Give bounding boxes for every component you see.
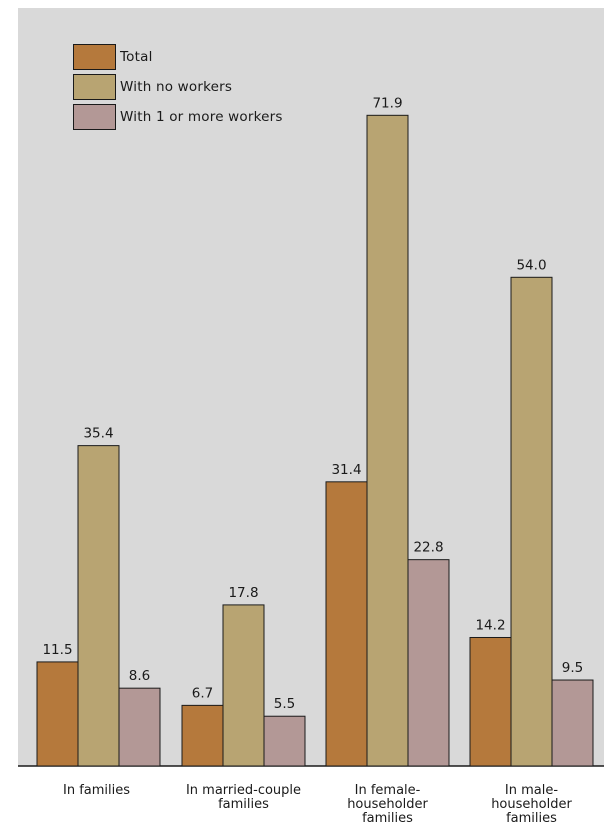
value-label-with-workers-2: 5.5	[274, 696, 295, 712]
legend-swatch-with-workers	[73, 104, 116, 130]
value-label-with-workers-1: 8.6	[129, 668, 150, 684]
category-label-3: In female-householder families	[347, 783, 428, 826]
legend-label-no-workers: With no workers	[120, 79, 233, 95]
bars-group	[36, 114, 594, 767]
bar-with-workers-3	[407, 559, 450, 767]
value-label-with-workers-4: 9.5	[562, 660, 583, 676]
bar-with-workers-2	[263, 715, 306, 767]
category-labels-group: In families In married-couple families In f…	[63, 783, 572, 826]
value-label-total-1: 11.5	[42, 642, 72, 658]
value-label-no-workers-3: 71.9	[372, 95, 402, 111]
bar-with-workers-1	[118, 687, 161, 767]
value-label-with-workers-3: 22.8	[413, 540, 443, 556]
legend-swatch-total	[73, 44, 116, 70]
value-label-total-4: 14.2	[475, 617, 505, 633]
legend-swatch-no-workers	[73, 74, 116, 100]
category-label-1: In families	[63, 783, 130, 798]
value-label-total-3: 31.4	[331, 462, 361, 478]
legend-label-total: Total	[120, 49, 153, 65]
bar-no-workers-1	[77, 445, 120, 767]
bar-no-workers-2	[222, 604, 265, 767]
bar-total-2	[181, 704, 224, 767]
category-label-2: In married-couple families	[186, 783, 301, 812]
value-label-no-workers-4: 54.0	[516, 257, 546, 273]
bar-with-workers-4	[551, 679, 594, 767]
value-label-total-2: 6.7	[192, 685, 213, 701]
bar-total-1	[36, 661, 79, 767]
value-labels-group: 11.5 35.4 8.6 6.7 17.8 5.5 31.4 71.9 22.8 14.2 54.…	[42, 95, 583, 712]
value-label-no-workers-2: 17.8	[228, 585, 258, 601]
bar-no-workers-4	[510, 276, 553, 767]
value-label-no-workers-1: 35.4	[83, 426, 113, 442]
bar-no-workers-3	[366, 114, 409, 767]
bar-total-4	[469, 636, 512, 767]
category-label-4: In male-householder families	[491, 783, 572, 826]
legend-label-with-workers: With 1 or more workers	[120, 109, 283, 125]
bar-total-3	[325, 481, 368, 767]
